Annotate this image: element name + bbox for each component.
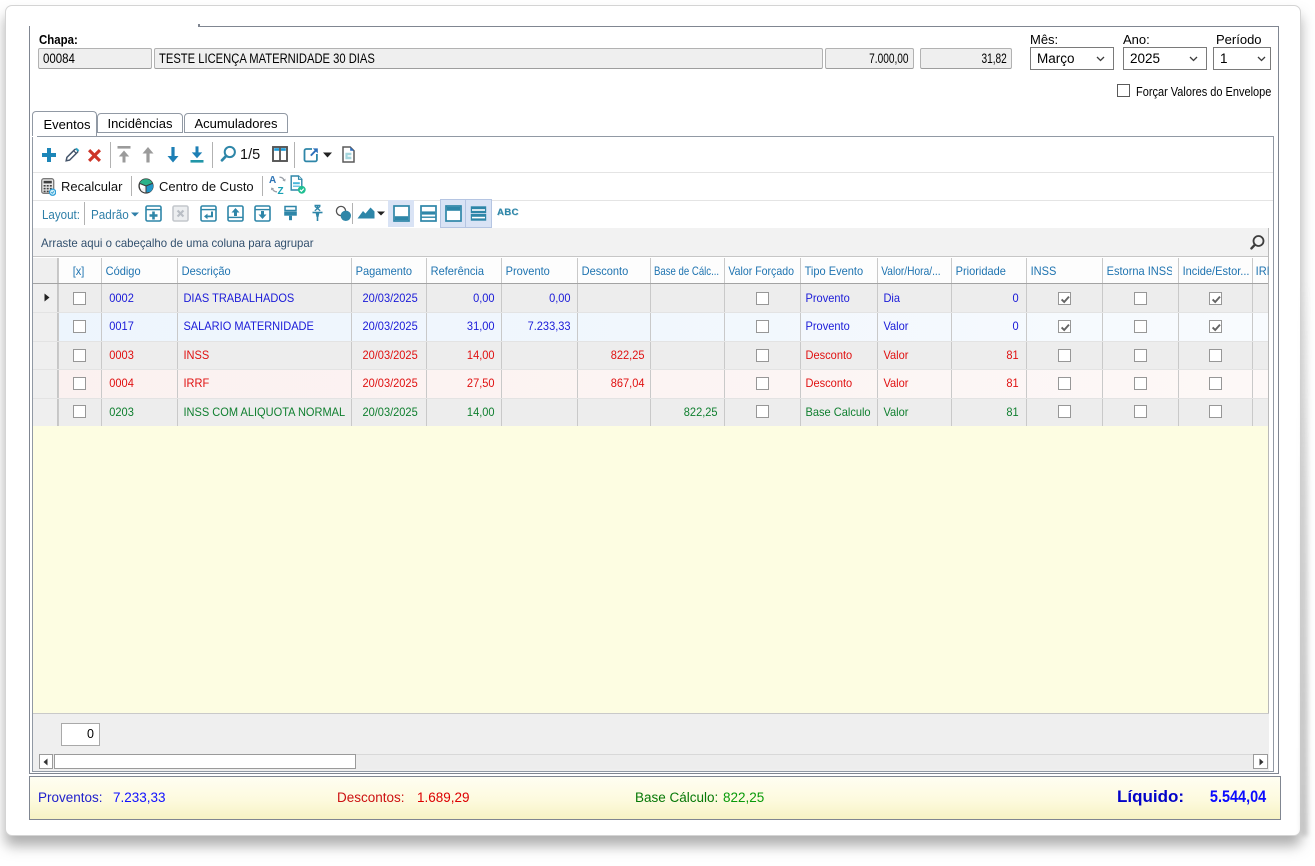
svg-text:A: A: [269, 175, 276, 186]
svg-text:Z: Z: [278, 186, 284, 195]
